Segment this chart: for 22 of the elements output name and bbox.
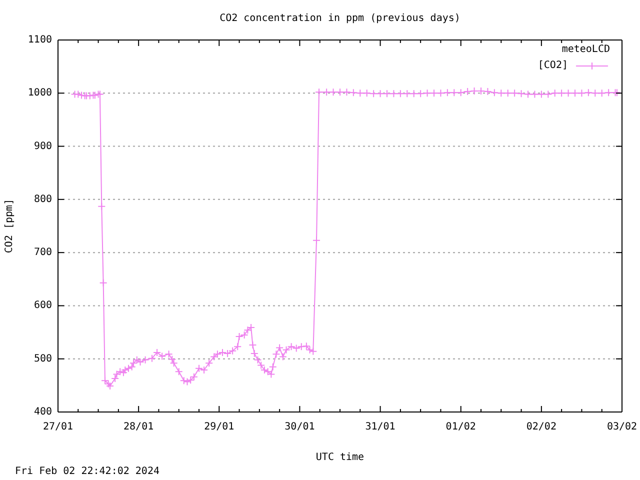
x-tick-label: 02/02: [526, 422, 556, 432]
x-tick-label: 27/01: [42, 422, 74, 432]
y-tick-label: 900: [34, 140, 52, 152]
y-tick-label: 500: [34, 353, 52, 364]
x-tick-label: 30/01: [284, 422, 315, 432]
y-tick-label: 400: [34, 406, 52, 418]
x-tick-label: 29/01: [204, 422, 234, 432]
x-tick-label: 03/02: [606, 422, 638, 432]
x-axis-title: UTC time: [314, 452, 366, 464]
y-tick-label: 1000: [28, 88, 52, 99]
y-tick-label: 700: [34, 247, 52, 258]
x-tick-label: 28/01: [124, 422, 154, 432]
y-tick-label: 800: [34, 194, 52, 205]
y-axis-title: CO2 [ppm]: [4, 198, 16, 254]
y-tick-label: 600: [34, 300, 52, 312]
x-tick-label: 31/01: [365, 422, 396, 432]
chart-title: CO2 concentration in ppm (previous days): [218, 13, 462, 25]
x-tick-label: 01/02: [446, 422, 476, 432]
y-tick-label: 1100: [28, 34, 52, 46]
legend-title: meteoLCD: [562, 43, 610, 57]
legend-label: [CO2]: [538, 59, 568, 73]
text: Fri Feb 02 22:42:02 2024: [15, 466, 160, 478]
